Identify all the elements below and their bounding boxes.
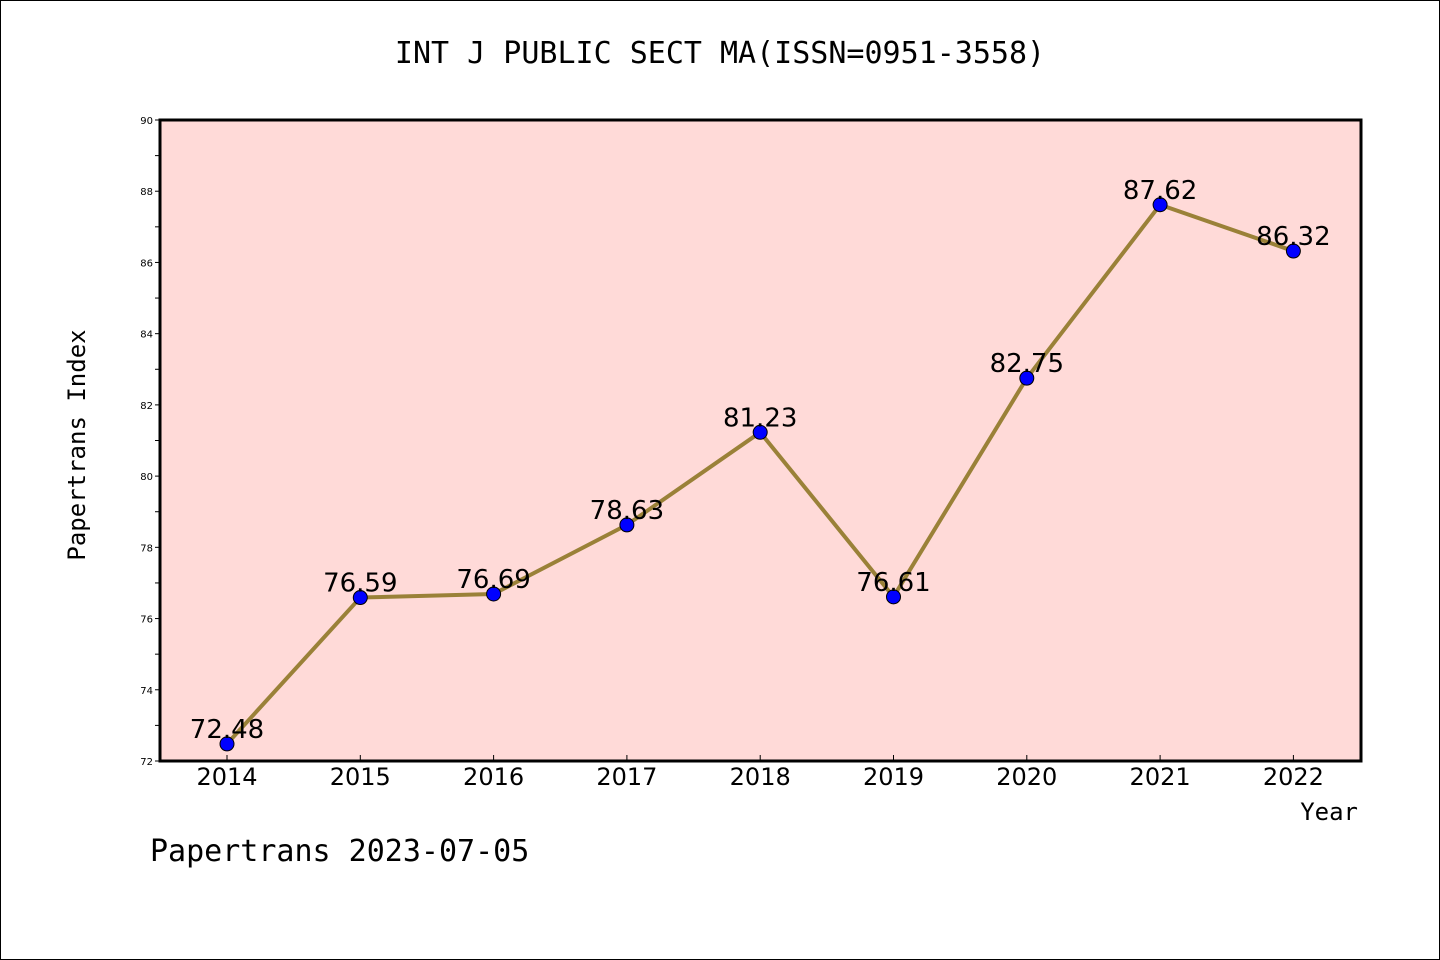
y-tick-label: 78 (140, 543, 153, 554)
data-label: 81.23 (723, 403, 797, 433)
data-point (886, 589, 901, 605)
data-label: 78.63 (590, 496, 664, 526)
y-tick-label: 88 (140, 187, 153, 198)
y-tick-label: 84 (140, 330, 153, 341)
x-tick-label: 2014 (196, 763, 257, 791)
data-point (752, 424, 768, 440)
y-tick-label: 82 (140, 401, 153, 412)
data-point (619, 517, 635, 533)
data-label: 76.69 (456, 565, 530, 595)
x-tick-label: 2017 (596, 763, 657, 791)
data-point (1152, 197, 1168, 213)
data-point (219, 736, 235, 752)
footer-credit: Papertrans 2023-07-05 (150, 834, 530, 869)
data-point (1019, 370, 1035, 386)
x-tick-label: 2022 (1263, 763, 1324, 791)
chart-title: INT J PUBLIC SECT MA(ISSN=0951-3558) (394, 36, 1046, 71)
x-tick-label: 2020 (996, 763, 1057, 791)
x-tick-label: 2018 (730, 763, 791, 791)
data-point (486, 586, 502, 602)
y-tick-label: 72 (140, 757, 153, 768)
data-label: 87.62 (1123, 176, 1197, 206)
y-tick-label: 86 (140, 258, 153, 269)
data-label: 86.32 (1256, 222, 1330, 252)
x-tick-label: 2021 (1130, 763, 1191, 791)
data-label: 82.75 (990, 349, 1064, 379)
y-tick-label: 76 (140, 615, 153, 626)
y-tick-label: 90 (140, 116, 153, 127)
y-tick-label: 74 (140, 686, 153, 697)
data-label: 72.48 (190, 715, 264, 745)
x-tick-label: 2015 (330, 763, 391, 791)
x-tick-label: 2019 (863, 763, 924, 791)
data-label: 76.61 (856, 568, 930, 598)
plot-area (158, 118, 1363, 763)
x-axis-title: Year (1300, 798, 1358, 826)
x-tick-label: 2016 (463, 763, 524, 791)
y-tick-label: 80 (140, 472, 153, 483)
data-point (352, 590, 368, 606)
y-axis: 72 74 76 78 80 82 84 86 88 90 (140, 116, 160, 768)
y-axis-title: Papertrans Index (63, 329, 91, 560)
data-label: 76.59 (323, 569, 397, 599)
data-labels: 72.48 76.59 76.69 78.63 81.23 76.61 82.75 87.62… (190, 176, 1331, 745)
series-markers (219, 197, 1301, 752)
data-point (1285, 243, 1301, 259)
x-axis: 2014 2015 2016 2017 2018 2019 2020 2021 2022 (196, 755, 1324, 791)
